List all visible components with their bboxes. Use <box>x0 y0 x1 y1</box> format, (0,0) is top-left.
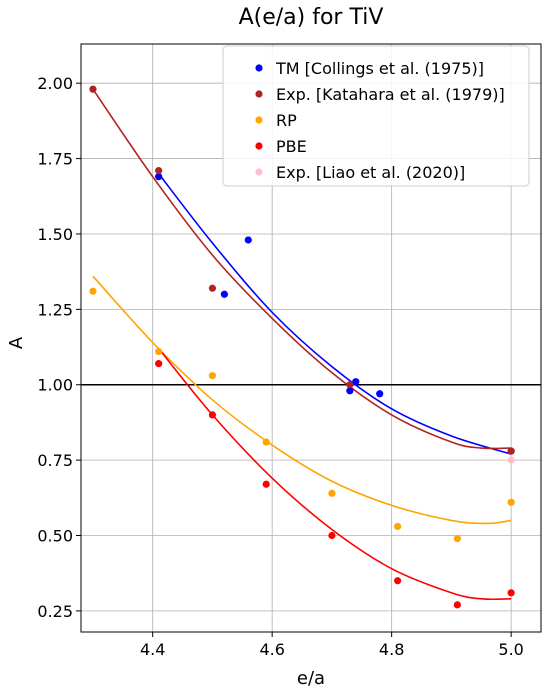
data-point-series-1 <box>507 447 515 455</box>
legend-marker <box>255 168 263 176</box>
data-point-series-3 <box>208 411 217 419</box>
legend-label: RP <box>276 111 297 130</box>
fit-curve-series-3 <box>158 348 512 601</box>
data-point-series-0 <box>244 236 252 244</box>
chart-title: A(e/a) for TiV <box>239 5 384 30</box>
y-tick-label: 0.50 <box>37 527 73 546</box>
data-point-series-2 <box>328 489 336 497</box>
legend-marker <box>255 142 263 150</box>
data-point-series-2 <box>453 534 461 543</box>
legend-marker <box>255 116 263 124</box>
y-tick-label: 1.25 <box>37 300 73 319</box>
legend-box <box>222 45 530 187</box>
legend-label: PBE <box>276 137 307 156</box>
legend-label: Exp. [Katahara et al. (1979)] <box>276 85 505 104</box>
legend-label: Exp. [Liao et al. (2020)] <box>276 163 465 182</box>
data-point-series-3 <box>155 360 163 368</box>
y-axis-label: A <box>6 336 27 349</box>
y-tick-label: 0.25 <box>37 602 73 621</box>
data-point-series-3 <box>453 601 461 609</box>
data-points-layer <box>89 85 515 609</box>
legend-marker <box>255 90 263 98</box>
y-tick-label: 1.50 <box>37 225 73 244</box>
plot-frame <box>80 43 542 633</box>
data-point-series-2 <box>394 522 402 531</box>
y-tick-label: 2.00 <box>37 74 73 93</box>
data-point-series-0 <box>376 390 384 398</box>
data-point-series-2 <box>89 287 97 295</box>
data-point-series-2 <box>507 498 515 506</box>
data-point-series-1 <box>155 167 163 175</box>
legend-items: TM [Collings et al. (1975)] Exp. [Katahar… <box>255 59 505 182</box>
y-tick-label: 1.75 <box>37 150 73 169</box>
data-point-series-3 <box>507 589 515 597</box>
x-tick-label: 4.4 <box>140 640 165 659</box>
x-tick-label: 5.0 <box>498 640 523 659</box>
x-axis-label: e/a <box>297 668 325 689</box>
data-point-series-1 <box>89 85 97 93</box>
x-tick-label: 4.6 <box>259 640 284 659</box>
legend-label: TM [Collings et al. (1975)] <box>275 59 484 78</box>
data-point-series-3 <box>394 577 402 585</box>
fit-curve-series-0 <box>158 173 512 455</box>
data-point-series-2 <box>262 438 270 446</box>
data-point-series-0 <box>346 387 354 395</box>
legend: TM [Collings et al. (1975)] Exp. [Katahar… <box>222 45 530 187</box>
data-point-series-3 <box>262 480 270 488</box>
data-point-series-0 <box>220 290 228 298</box>
y-tick-label: 0.75 <box>37 451 73 470</box>
y-tick-label: 1.00 <box>37 376 73 395</box>
data-point-series-4 <box>507 456 515 464</box>
fit-curve-series-2 <box>92 275 512 525</box>
data-point-series-0 <box>352 378 360 386</box>
data-point-series-2 <box>155 347 163 356</box>
data-point-series-1 <box>208 284 217 292</box>
data-point-series-3 <box>328 531 336 540</box>
axis-ticks-layer: 4.4 4.6 4.8 5.0 0.25 0.50 0.75 1.00 1.25 1.50 1.75… <box>37 74 523 659</box>
data-point-series-0 <box>155 173 163 181</box>
x-tick-label: 4.8 <box>379 640 404 659</box>
data-point-series-1 <box>346 381 354 389</box>
data-point-series-2 <box>208 372 217 380</box>
fit-curve-series-1 <box>92 88 512 450</box>
legend-marker <box>255 64 263 72</box>
